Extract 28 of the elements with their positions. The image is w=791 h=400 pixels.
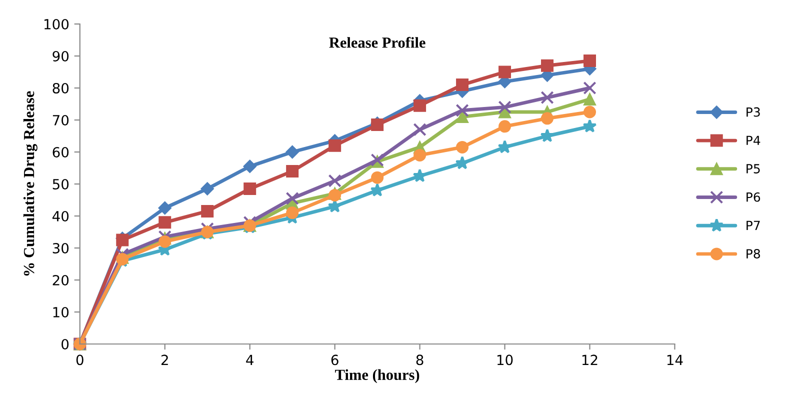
x-tick-label: 2	[161, 354, 168, 365]
y-tick-label: 20	[52, 274, 69, 286]
legend-label: P4	[746, 136, 760, 145]
x-tick-label: 12	[582, 354, 598, 365]
y-tick-label: 10	[53, 306, 69, 318]
y-tick-label: 0	[62, 338, 69, 350]
y-tick-label: 90	[52, 50, 69, 62]
x-tick-label: 10	[497, 354, 513, 366]
text: Release Profile	[329, 36, 426, 48]
legend-label: P5	[746, 164, 760, 174]
y-tick-label: 40	[52, 210, 69, 222]
y-tick-label: 50	[52, 178, 69, 190]
y-tick-label: 100	[44, 18, 69, 30]
y-tick-label: 80	[52, 82, 69, 94]
x-tick-label: 6	[331, 354, 338, 366]
legend-label: P6	[746, 192, 760, 202]
x-tick-label: 14	[667, 354, 683, 365]
x-axis-title: Time (hours)	[335, 369, 420, 384]
y-tick-label: 30	[52, 242, 69, 254]
legend-label: P8	[746, 249, 760, 258]
y-tick-label: 60	[52, 146, 69, 158]
legend-label: P3	[746, 107, 760, 117]
x-tick-label: 4	[246, 354, 254, 365]
x-tick-label: 8	[416, 354, 424, 366]
legend-label: P7	[746, 220, 760, 230]
y-tick-label: 70	[52, 114, 69, 126]
x-tick-label: 0	[76, 354, 84, 366]
y-axis-title: % Cumulative Drug Release	[23, 91, 38, 276]
